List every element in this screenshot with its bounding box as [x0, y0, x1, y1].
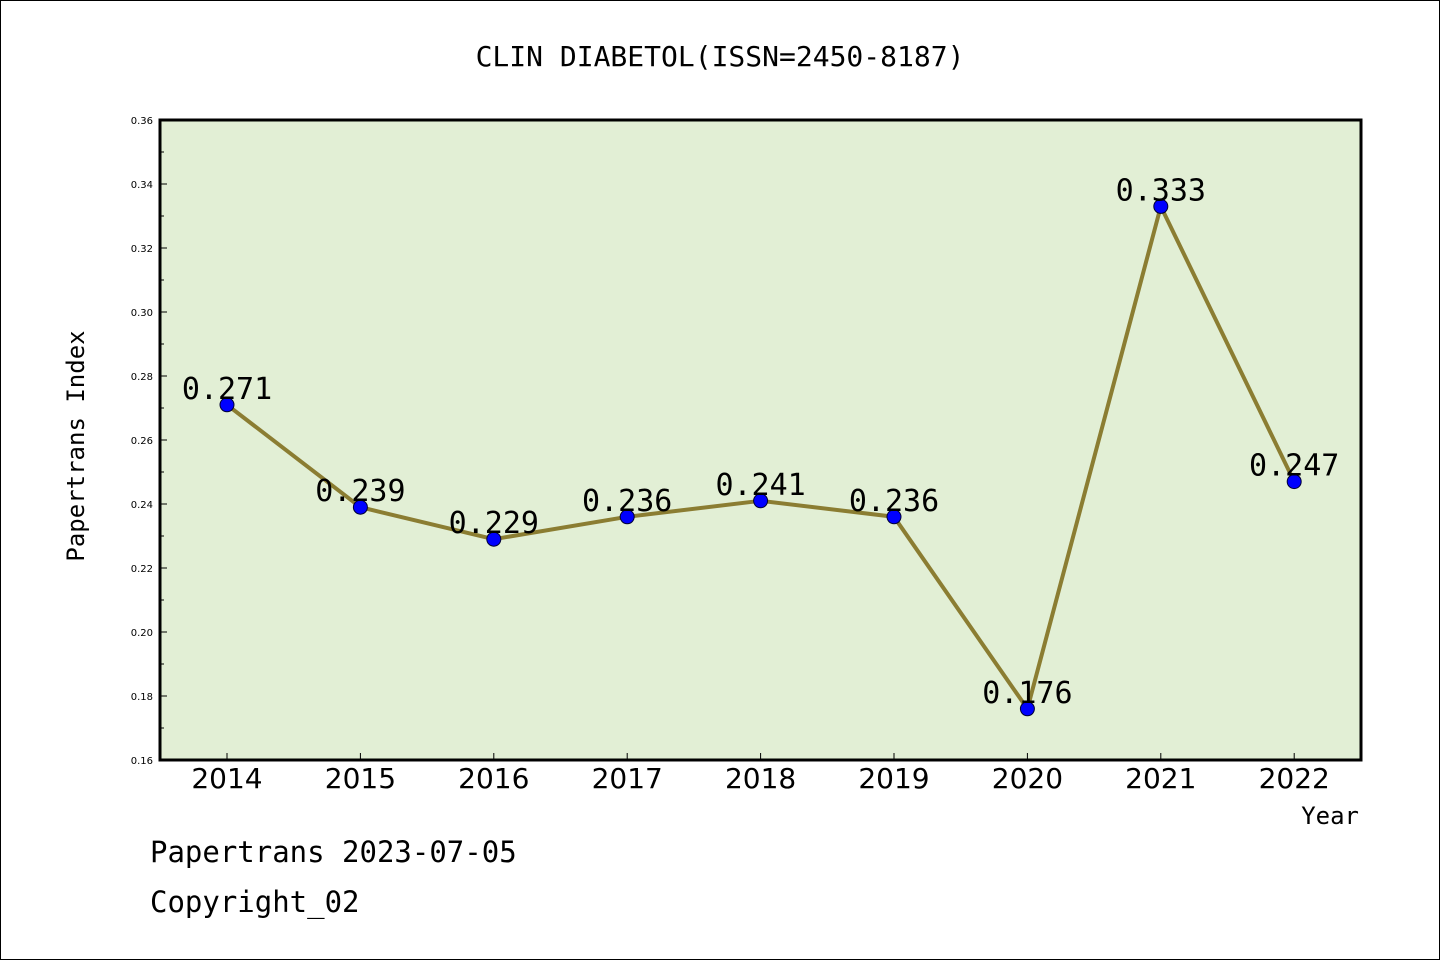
x-axis-label: Year: [1301, 802, 1359, 830]
data-label: 0.239: [315, 474, 405, 509]
data-point: [619, 509, 635, 525]
y-axis: 0.16 0.18 0.20 0.22 0.24 0.26 0.28 0.30 0.32 0.34…: [131, 116, 167, 767]
y-axis-label: Papertrans Index: [62, 330, 90, 561]
y-tick-label: 0.20: [131, 628, 153, 639]
x-tick-label: 2015: [325, 762, 396, 795]
data-point: [886, 509, 902, 525]
x-tick-label: 2022: [1259, 762, 1330, 795]
y-tick-label: 0.22: [131, 564, 153, 575]
y-tick-label: 0.24: [131, 500, 153, 511]
data-label: 0.229: [449, 506, 539, 541]
x-tick-label: 2014: [191, 762, 262, 795]
y-tick-label: 0.36: [131, 116, 153, 127]
x-tick-label: 2020: [992, 762, 1063, 795]
data-label: 0.236: [582, 484, 672, 519]
x-axis: 2014 2015 2016 2017 2018 2019 2020 2021 2022: [191, 753, 1330, 795]
y-tick-label: 0.26: [131, 436, 153, 447]
data-labels: 0.271 0.239 0.229 0.236 0.241 0.236 0.176 0.333…: [182, 173, 1340, 710]
x-tick-label: 2021: [1125, 762, 1196, 795]
y-tick-label: 0.28: [131, 372, 153, 383]
chart-title: CLIN DIABETOL(ISSN=2450-8187): [476, 40, 965, 73]
x-tick-label: 2019: [858, 762, 929, 795]
y-tick-label: 0.30: [131, 308, 153, 319]
data-point: [486, 531, 502, 547]
y-tick-label: 0.16: [131, 756, 153, 767]
y-tick-label: 0.32: [131, 244, 153, 255]
footer-copyright: Copyright_02: [150, 885, 360, 919]
plot-area: [158, 118, 1363, 762]
data-label: 0.333: [1116, 173, 1206, 208]
footer-date: Papertrans 2023-07-05: [150, 835, 517, 869]
data-label: 0.247: [1249, 449, 1339, 484]
data-point: [219, 397, 235, 413]
x-tick-label: 2016: [458, 762, 529, 795]
data-point: [753, 493, 769, 509]
y-tick-label: 0.18: [131, 692, 153, 703]
data-label: 0.176: [982, 676, 1072, 711]
data-point: [1286, 474, 1302, 490]
y-tick-label: 0.34: [131, 180, 153, 191]
data-label: 0.241: [715, 468, 805, 503]
data-point: [352, 499, 368, 515]
data-point: [1019, 701, 1035, 717]
x-tick-label: 2017: [592, 762, 663, 795]
data-point: [1153, 198, 1169, 214]
data-label: 0.271: [182, 372, 272, 407]
x-tick-label: 2018: [725, 762, 796, 795]
data-label: 0.236: [849, 484, 939, 519]
data-points: [219, 198, 1302, 717]
